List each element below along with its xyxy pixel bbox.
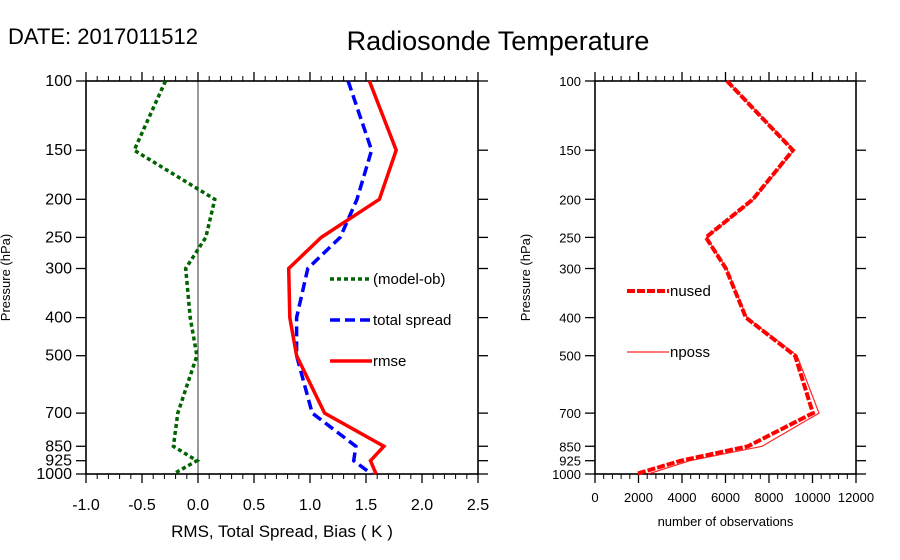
left-panel: -1.0 -0.5 0.0 0.5 1.0 1.5 2.0 2.5 100 150 200 250 30… <box>0 72 489 541</box>
x-tick-label: 4000 <box>668 490 697 505</box>
y-tick-label: 300 <box>559 262 581 277</box>
x-tick-label: 2000 <box>624 490 653 505</box>
y-tick-label: 500 <box>45 348 72 365</box>
y-tick-label: 300 <box>45 261 72 278</box>
x-tick-label: 1.0 <box>299 497 321 514</box>
chart-title: Radiosonde Temperature <box>347 26 650 56</box>
y-tick-label: 850 <box>559 439 581 454</box>
x-tick-label: 0.0 <box>187 497 209 514</box>
y-axis-label: Pressure (hPa) <box>518 234 533 321</box>
x-axis-label: number of observations <box>658 514 794 529</box>
y-tick-label: 925 <box>45 453 72 470</box>
y-tick-label: 1000 <box>552 467 581 482</box>
legend-label: nused <box>670 283 711 300</box>
right-panel: 0 2000 4000 6000 8000 10000 12000 100 150 200 250 3… <box>518 72 874 529</box>
x-tick-label: 0 <box>591 490 598 505</box>
series-model-ob-line <box>131 80 217 476</box>
y-tick-label: 150 <box>45 142 72 159</box>
x-tick-label: -1.0 <box>72 497 100 514</box>
y-tick-label: 200 <box>45 191 72 208</box>
x-tick-label: 2.5 <box>467 497 489 514</box>
x-tick-label: 10000 <box>794 490 830 505</box>
y-axis-label: Pressure (hPa) <box>0 234 13 321</box>
y-tick-label: 1000 <box>36 466 72 483</box>
y-tick-label: 250 <box>45 229 72 246</box>
x-tick-label: 0.5 <box>243 497 265 514</box>
series-nused-line <box>635 79 816 476</box>
y-tick-label: 925 <box>559 454 581 469</box>
y-tick-label: 400 <box>45 310 72 327</box>
plot-frame <box>594 80 857 475</box>
y-tick-label: 100 <box>45 73 72 90</box>
x-tick-label: 1.5 <box>355 497 377 514</box>
x-tick-label: 12000 <box>838 490 874 505</box>
y-tick-label: 700 <box>45 405 72 422</box>
legend-label: rmse <box>373 353 406 370</box>
y-tick-label: 700 <box>559 406 581 421</box>
y-tick-label: 100 <box>559 74 581 89</box>
plot-frame <box>85 80 479 475</box>
y-tick-label: 850 <box>45 438 72 455</box>
y-tick-label: 500 <box>559 349 581 364</box>
y-tick-label: 200 <box>559 192 581 207</box>
y-tick-label: 400 <box>559 311 581 326</box>
series-total-spread-line <box>294 80 374 476</box>
series-nposs-line <box>647 80 820 475</box>
y-tick-label: 250 <box>559 230 581 245</box>
x-tick-label: 6000 <box>711 490 740 505</box>
legend-label: (model-ob) <box>373 271 446 288</box>
x-tick-label: 8000 <box>755 490 784 505</box>
legend-label: total spread <box>373 312 451 329</box>
x-tick-label: 2.0 <box>411 497 433 514</box>
series-rmse-line <box>286 80 399 475</box>
x-axis-label: RMS, Total Spread, Bias ( K ) <box>171 522 393 541</box>
date-label: DATE: 2017011512 <box>8 24 198 49</box>
legend-label: nposs <box>670 344 710 361</box>
x-tick-label: -0.5 <box>128 497 156 514</box>
y-tick-label: 150 <box>559 143 581 158</box>
